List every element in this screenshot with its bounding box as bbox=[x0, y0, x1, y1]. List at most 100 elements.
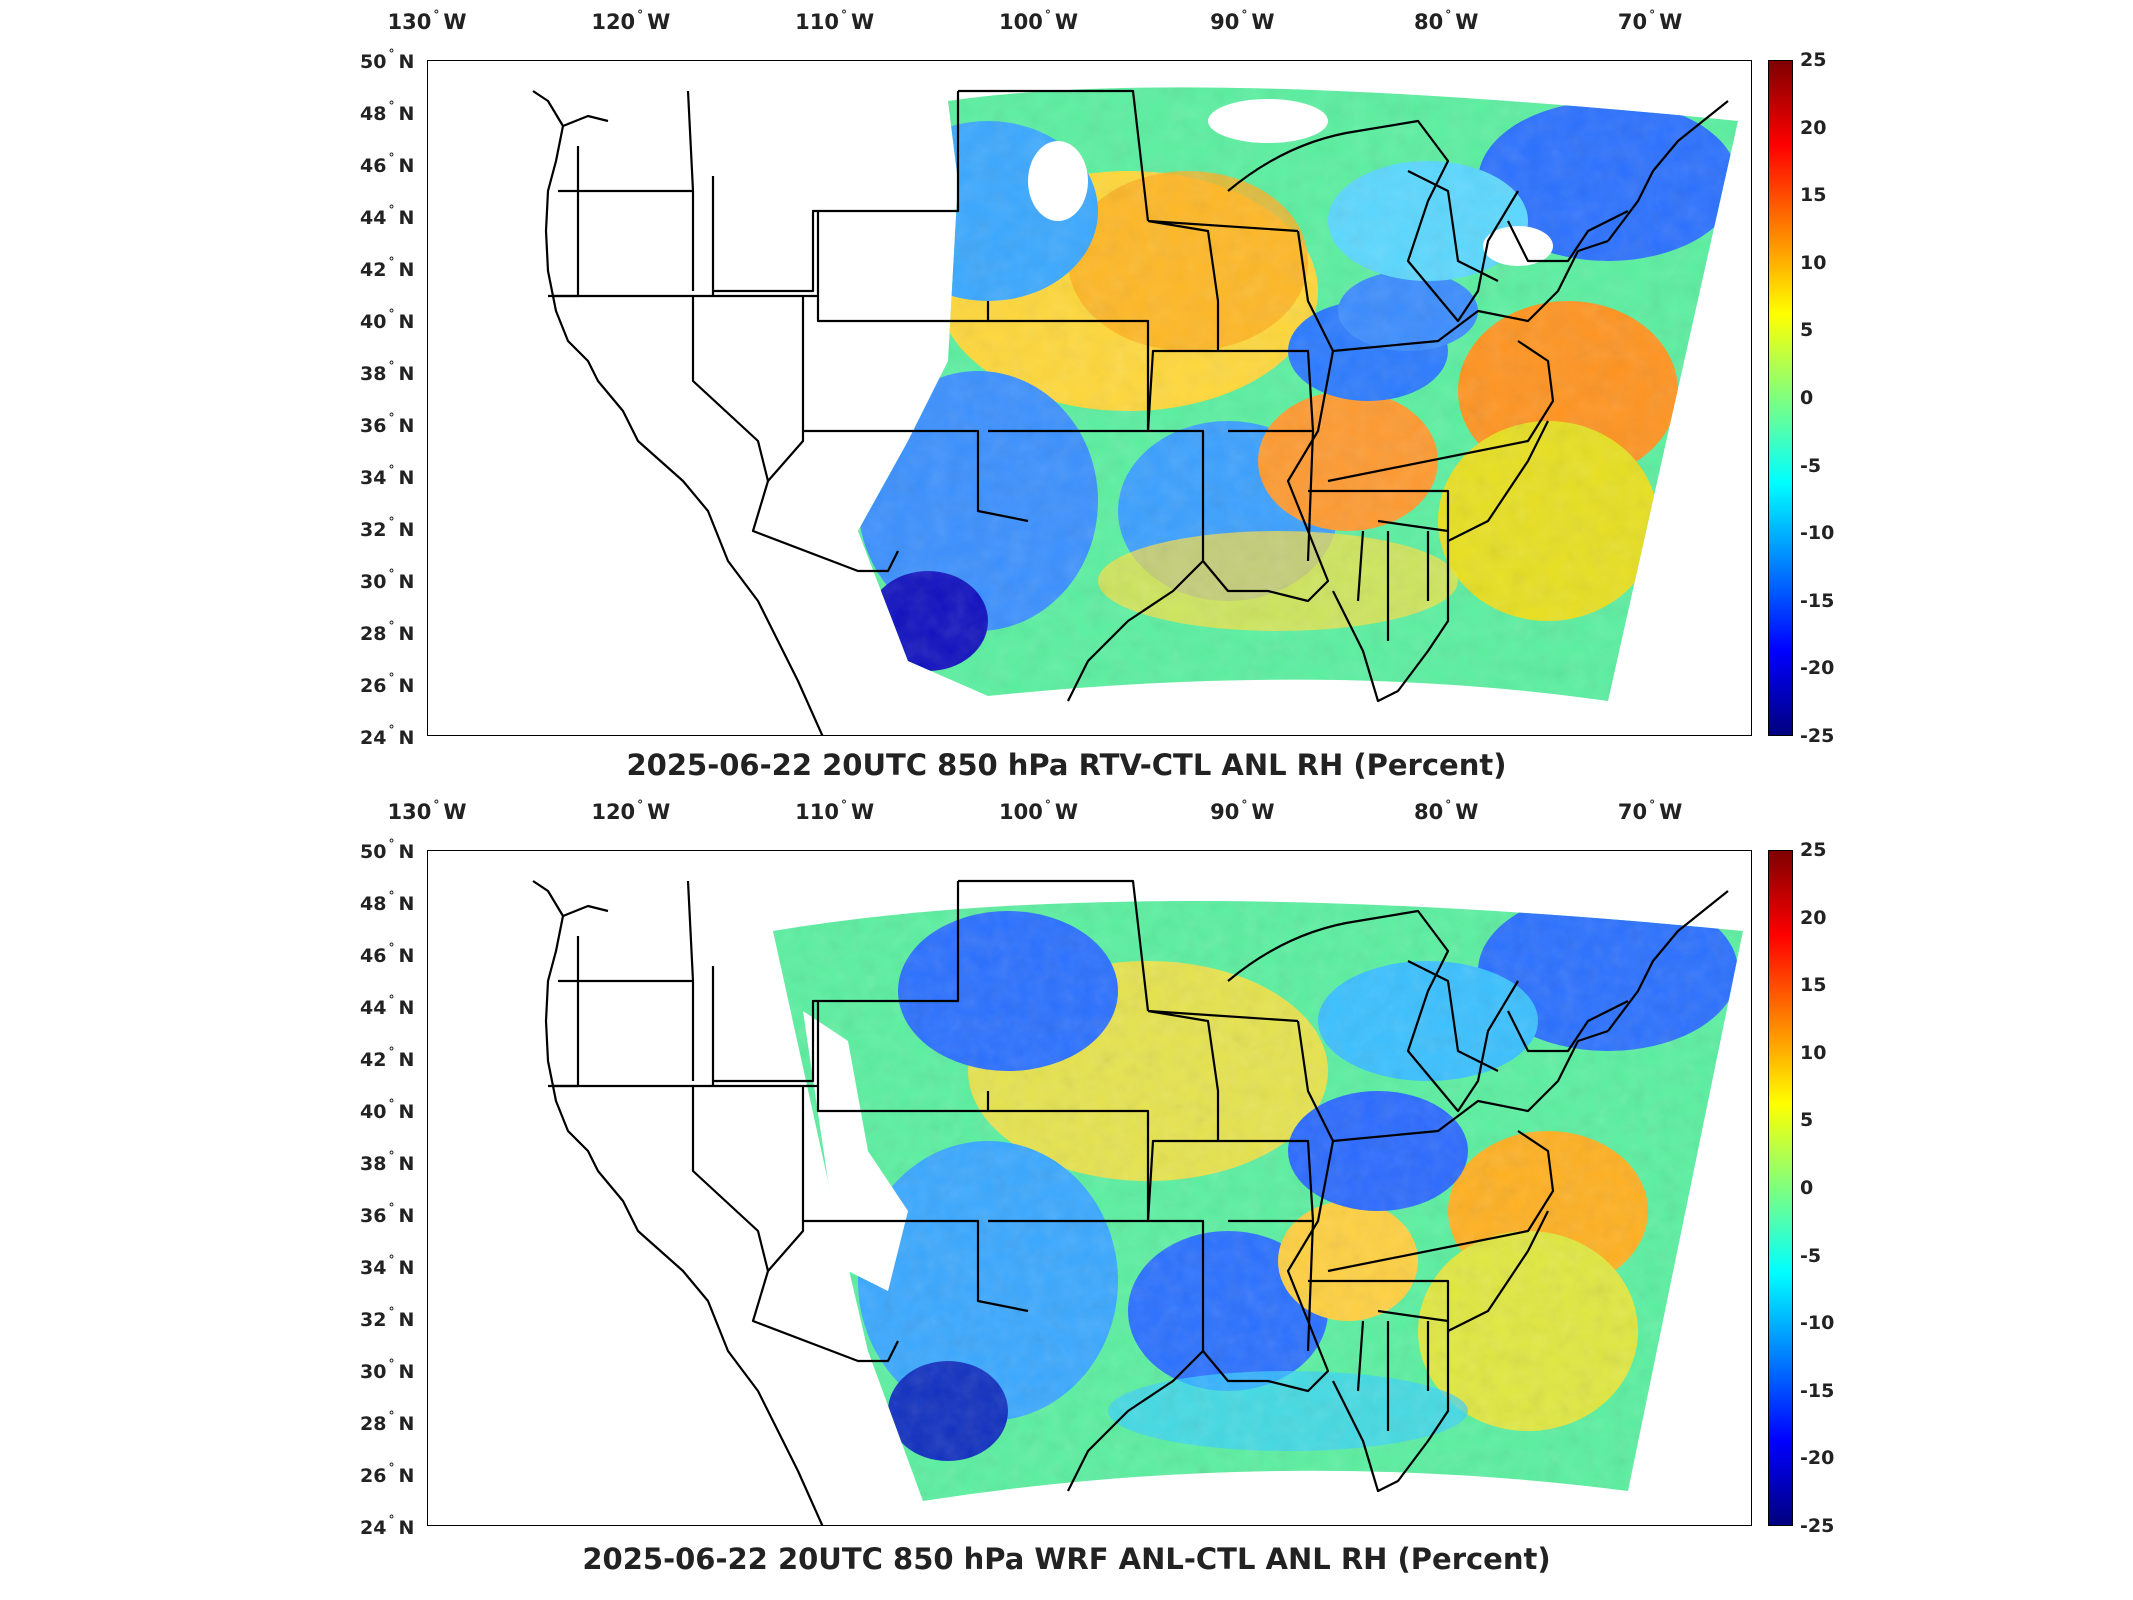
degree-symbol: ° bbox=[1044, 8, 1051, 22]
lon-tick-suffix: W bbox=[443, 800, 467, 824]
map-panel-bottom: 130 ° W 120 ° W 110 ° W 100 ° W 90 ° W 80 ° W 70 ° W 50 ° N 48 °… bbox=[0, 790, 2133, 1600]
lat-tick-suffix: N bbox=[398, 1517, 415, 1539]
degree-symbol: ° bbox=[388, 359, 395, 373]
map-svg bbox=[532, 879, 1743, 1525]
lon-tick-label: 130 ° W bbox=[387, 8, 466, 34]
lon-tick-value: 70 bbox=[1617, 800, 1648, 824]
lat-tick-value: 24 bbox=[360, 727, 387, 749]
lat-tick-label: 24 ° N bbox=[360, 1513, 414, 1539]
map-outlines bbox=[532, 879, 1729, 1525]
lat-tick-label: 32 ° N bbox=[360, 515, 414, 541]
lat-tick-label: 42 ° N bbox=[360, 1045, 414, 1071]
degree-symbol: ° bbox=[841, 8, 848, 22]
lon-tick-label: 120 ° W bbox=[591, 8, 670, 34]
lon-tick-value: 70 bbox=[1617, 10, 1648, 34]
degree-symbol: ° bbox=[388, 1253, 395, 1267]
lat-tick-label: 28 ° N bbox=[360, 1409, 414, 1435]
colorbar-tick-label: -25 bbox=[1800, 1515, 1835, 1537]
lat-tick-label: 36 ° N bbox=[360, 411, 414, 437]
lat-tick-suffix: N bbox=[398, 997, 415, 1019]
lat-tick-label: 48 ° N bbox=[360, 889, 414, 915]
lat-tick-value: 26 bbox=[360, 675, 387, 697]
lon-tick-value: 110 bbox=[795, 800, 840, 824]
lon-tick-label: 90 ° W bbox=[1210, 798, 1274, 824]
colorbar-tick-label: -5 bbox=[1800, 454, 1822, 477]
lat-tick-label: 42 ° N bbox=[360, 255, 414, 281]
lon-tick-value: 100 bbox=[999, 800, 1043, 824]
lat-tick-value: 44 bbox=[360, 207, 387, 229]
lon-tick-value: 110 bbox=[795, 10, 840, 34]
lat-tick-value: 28 bbox=[360, 623, 387, 645]
lat-tick-suffix: N bbox=[398, 415, 415, 437]
degree-symbol: ° bbox=[637, 798, 644, 812]
lat-tick-value: 38 bbox=[360, 363, 387, 385]
map-svg bbox=[532, 87, 1738, 735]
degree-symbol: ° bbox=[388, 1357, 395, 1371]
lat-tick-label: 40 ° N bbox=[360, 307, 414, 333]
degree-symbol: ° bbox=[388, 1305, 395, 1319]
lon-tick-value: 80 bbox=[1414, 10, 1444, 34]
colorbar-tick-label: -15 bbox=[1800, 589, 1835, 612]
degree-symbol: ° bbox=[388, 619, 395, 633]
lat-tick-suffix: N bbox=[398, 207, 415, 229]
panel-title: 2025-06-22 20UTC 850 hPa WRF ANL-CTL ANL… bbox=[582, 1542, 1551, 1576]
lat-tick-suffix: N bbox=[398, 1413, 415, 1435]
map-panel-top: 130 ° W 120 ° W 110 ° W 100 ° W 90 ° W 80 ° W 70 ° W 50 ° N 48 °… bbox=[360, 8, 1835, 782]
colorbar-tick-label: 10 bbox=[1800, 251, 1827, 274]
lat-tick-value: 32 bbox=[360, 1309, 387, 1331]
lon-tick-label: 100 ° W bbox=[999, 798, 1078, 824]
lat-tick-label: 40 ° N bbox=[360, 1097, 414, 1123]
lat-tick-suffix: N bbox=[398, 363, 415, 385]
colorbar bbox=[1768, 60, 1793, 736]
lat-tick-value: 46 bbox=[360, 155, 387, 177]
colorbar-tick-label: -5 bbox=[1800, 1244, 1822, 1267]
lat-tick-value: 40 bbox=[360, 311, 387, 333]
degree-symbol: ° bbox=[388, 255, 395, 269]
lat-tick-value: 36 bbox=[360, 1205, 387, 1227]
lat-tick-value: 48 bbox=[360, 893, 387, 915]
colorbar-tick-label: 20 bbox=[1800, 906, 1827, 929]
degree-symbol: ° bbox=[388, 515, 395, 529]
degree-symbol: ° bbox=[388, 1409, 395, 1423]
lon-tick-suffix: W bbox=[1659, 800, 1683, 824]
lat-tick-value: 34 bbox=[360, 467, 387, 489]
degree-symbol: ° bbox=[388, 1045, 395, 1059]
lat-tick-value: 24 bbox=[360, 1517, 387, 1539]
colorbar-tick-label: 15 bbox=[1800, 184, 1827, 207]
degree-symbol: ° bbox=[388, 567, 395, 581]
lon-tick-label: 110 ° W bbox=[795, 8, 874, 34]
lat-tick-suffix: N bbox=[398, 841, 415, 863]
degree-symbol: ° bbox=[388, 993, 395, 1007]
lat-tick-suffix: N bbox=[398, 1205, 415, 1227]
degree-symbol: ° bbox=[1241, 8, 1248, 22]
map-plot-area bbox=[427, 850, 1752, 1526]
lon-tick-value: 130 bbox=[387, 10, 432, 34]
lat-tick-suffix: N bbox=[398, 259, 415, 281]
degree-symbol: ° bbox=[1445, 798, 1452, 812]
colorbar-tick-label: -20 bbox=[1800, 657, 1835, 680]
degree-symbol: ° bbox=[388, 837, 395, 851]
lat-tick-suffix: N bbox=[398, 1101, 415, 1123]
lat-tick-suffix: N bbox=[398, 51, 415, 73]
lon-tick-value: 90 bbox=[1210, 10, 1240, 34]
lat-tick-suffix: N bbox=[398, 1049, 415, 1071]
degree-symbol: ° bbox=[388, 671, 395, 685]
lat-tick-suffix: N bbox=[398, 727, 415, 749]
lon-tick-value: 130 bbox=[387, 800, 432, 824]
lon-tick-label: 90 ° W bbox=[1210, 8, 1274, 34]
rh-difference-field bbox=[773, 901, 1743, 1501]
lon-tick-suffix: W bbox=[851, 10, 875, 34]
colorbar-tick-label: -10 bbox=[1800, 1312, 1835, 1335]
lat-tick-label: 24 ° N bbox=[360, 723, 414, 749]
lon-tick-label: 80 ° W bbox=[1414, 8, 1478, 34]
lat-tick-suffix: N bbox=[398, 945, 415, 967]
lat-tick-suffix: N bbox=[398, 675, 415, 697]
lat-tick-label: 30 ° N bbox=[360, 1357, 414, 1383]
lat-tick-label: 36 ° N bbox=[360, 1201, 414, 1227]
colorbar-tick-label: -20 bbox=[1800, 1447, 1835, 1470]
lat-tick-value: 36 bbox=[360, 415, 387, 437]
panel-title: 2025-06-22 20UTC 850 hPa RTV-CTL ANL RH … bbox=[626, 748, 1507, 782]
colorbar-tick-label: -15 bbox=[1800, 1379, 1835, 1402]
lat-tick-value: 30 bbox=[360, 571, 387, 593]
lat-tick-suffix: N bbox=[398, 103, 415, 125]
